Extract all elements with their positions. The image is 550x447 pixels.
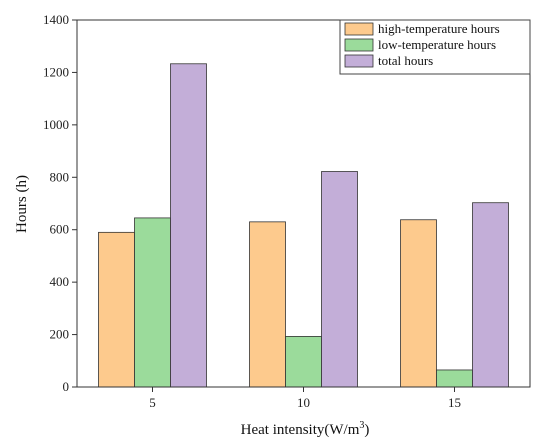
bar-1-10: [249, 221, 286, 388]
x-tick-label: 5: [149, 395, 156, 410]
bar-3-5: [170, 63, 207, 388]
y-tick-label: 200: [50, 327, 70, 342]
legend-label: total hours: [378, 53, 433, 68]
x-axis-title: Heat intensity(W/m3): [241, 420, 370, 438]
y-tick-label: 800: [50, 169, 70, 184]
legend-label: low-temperature hours: [378, 37, 496, 52]
bar-2-15: [436, 369, 473, 388]
x-axis: 5 10 15: [149, 387, 461, 410]
y-tick-label: 1000: [43, 117, 69, 132]
bar-2-5: [134, 217, 171, 388]
y-tick-label: 1200: [43, 64, 69, 79]
y-tick-label: 0: [63, 379, 70, 394]
bar-2-10: [285, 336, 322, 388]
legend-label: high-temperature hours: [378, 21, 500, 36]
legend-swatch: [344, 38, 374, 52]
y-tick-label: 1400: [43, 12, 69, 27]
legend-swatch: [344, 22, 374, 36]
y-axis-title: Hours (h): [14, 175, 30, 233]
x-tick-label: 15: [448, 395, 461, 410]
x-tick-label: 10: [297, 395, 310, 410]
y-axis: 0 200 400 600 800 1000 1200 1400: [43, 12, 77, 394]
bar-1-15: [400, 219, 437, 388]
bars-layer: [98, 63, 509, 388]
bar-3-10: [321, 171, 358, 388]
bar-3-15: [472, 202, 509, 388]
y-tick-label: 400: [50, 274, 70, 289]
bar-1-5: [98, 231, 135, 388]
y-tick-label: 600: [50, 222, 70, 237]
legend-swatch: [344, 54, 374, 68]
